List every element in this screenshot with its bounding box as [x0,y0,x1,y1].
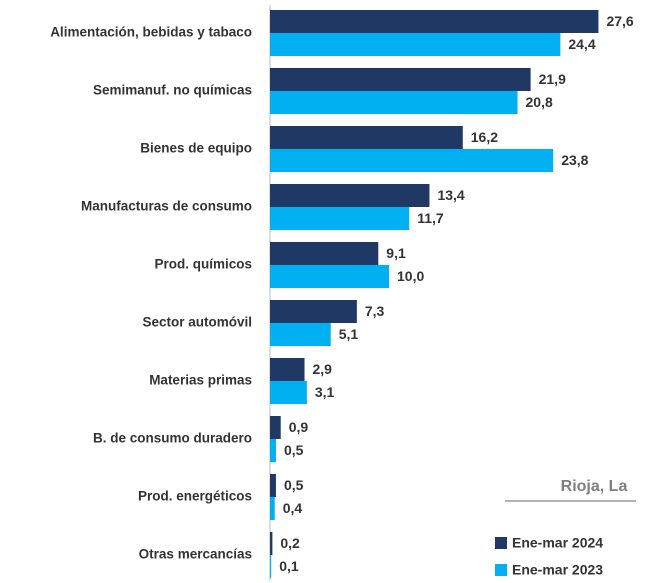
value-label: 9,1 [386,245,406,261]
category-label: B. de consumo duradero [93,431,252,446]
value-label: 7,3 [365,303,385,319]
category-label: Materias primas [149,373,252,388]
legend-label: Ene-mar 2023 [512,562,603,578]
bar [270,126,463,149]
bar [270,381,307,404]
value-label: 24,4 [568,36,595,52]
bar [270,207,410,230]
value-label: 20,8 [526,94,553,110]
bar [270,474,276,497]
bar [270,439,276,462]
value-label: 16,2 [471,129,498,145]
bar [270,416,281,439]
bar [270,68,531,91]
bar [270,91,518,114]
bar [270,532,273,555]
value-label: 0,9 [289,419,309,435]
value-label: 10,0 [397,268,424,284]
bar [270,555,272,578]
value-label: 23,8 [561,152,588,168]
legend-label: Ene-mar 2024 [512,535,603,551]
value-label: 13,4 [437,187,464,203]
value-label: 0,5 [284,477,304,493]
value-label: 21,9 [539,71,566,87]
value-label: 2,9 [313,361,333,377]
bar [270,184,430,207]
category-label: Alimentación, bebidas y tabaco [50,25,252,40]
category-label: Manufacturas de consumo [81,199,252,214]
category-label: Bienes de equipo [140,141,252,156]
annotation: Rioja, La [561,478,628,495]
value-label: 0,4 [283,500,303,516]
bar [270,497,275,520]
legend-swatch [495,564,507,576]
legend-swatch [495,537,507,549]
category-label: Prod. químicos [154,257,252,272]
category-label: Sector automóvil [142,315,252,330]
bar [270,149,554,172]
value-label: 0,1 [279,558,299,574]
bar [270,300,357,323]
bar [270,33,561,56]
value-label: 27,6 [606,13,633,29]
bar [270,358,305,381]
value-label: 11,7 [417,210,444,226]
value-label: 0,5 [284,442,304,458]
category-label: Semimanuf. no químicas [93,83,252,98]
bar [270,323,331,346]
bar [270,242,379,265]
value-label: 5,1 [339,326,359,342]
category-label: Prod. energéticos [138,489,252,504]
value-label: 0,2 [280,535,300,551]
value-label: 3,1 [315,384,335,400]
category-label: Otras mercancías [139,547,252,562]
bar [270,10,599,33]
bar [270,265,389,288]
